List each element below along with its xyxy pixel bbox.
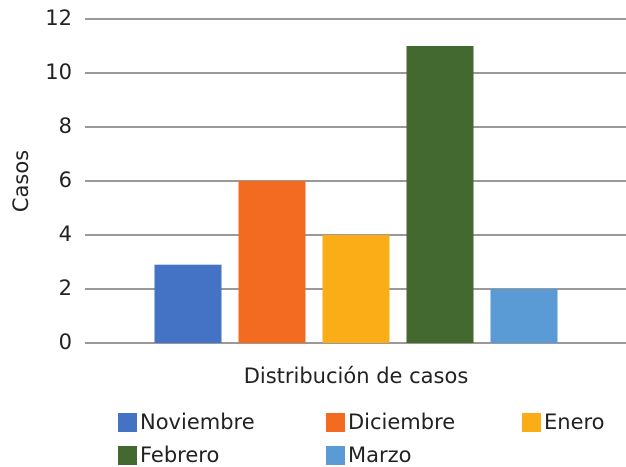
legend-swatch bbox=[326, 446, 345, 465]
y-tick-label: 12 bbox=[45, 6, 72, 30]
legend-label: Marzo bbox=[348, 443, 412, 467]
bar bbox=[154, 264, 222, 343]
bar bbox=[238, 181, 306, 343]
bar bbox=[406, 46, 474, 343]
y-axis-label: Casos bbox=[9, 150, 33, 212]
bar bbox=[490, 289, 558, 343]
legend-label: Noviembre bbox=[140, 410, 255, 434]
y-tick-label: 6 bbox=[59, 168, 72, 192]
legend-label: Enero bbox=[544, 410, 605, 434]
y-tick-label: 8 bbox=[59, 114, 72, 138]
legend-label: Febrero bbox=[140, 443, 219, 467]
legend-swatch bbox=[118, 446, 137, 465]
legend-swatch bbox=[326, 413, 345, 432]
y-tick-label: 10 bbox=[45, 60, 72, 84]
y-tick-label: 0 bbox=[59, 330, 72, 354]
legend-label: Diciembre bbox=[348, 410, 455, 434]
legend-swatch bbox=[118, 413, 137, 432]
legend-swatch bbox=[522, 413, 541, 432]
y-tick-label: 2 bbox=[59, 276, 72, 300]
x-axis-label: Distribución de casos bbox=[244, 364, 469, 388]
bar bbox=[322, 235, 390, 343]
y-tick-label: 4 bbox=[59, 222, 72, 246]
